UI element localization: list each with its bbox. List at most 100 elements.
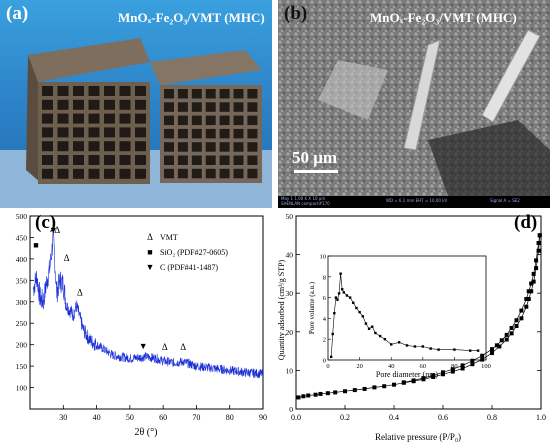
isotherm-point [421,376,426,381]
xrd-peak-marker: Δ [77,287,83,297]
honeycomb-cell [135,141,146,152]
isotherm-point [537,233,542,238]
isotherm-point [450,367,455,372]
inset-point [331,332,334,336]
honeycomb-cell [73,127,84,138]
xrd-x-tick-label: 40 [93,413,101,422]
honeycomb-cell [57,141,69,152]
isotherm-point [325,391,330,396]
isotherm-point [490,347,494,352]
inset-point [334,296,338,299]
honeycomb-cell [88,127,100,138]
inset-y-tick-label: 8 [323,274,326,281]
inset-x-tick-label: 80 [451,363,458,370]
honeycomb-cell [177,115,188,126]
inset-point [421,345,424,348]
honeycomb-cell [205,102,216,112]
isotherm-point [497,344,502,349]
xrd-x-label: 2θ (°) [135,427,158,438]
xrd-peak-marker: ▼ [49,225,58,235]
honeycomb-cell [219,155,230,165]
isotherm-axes-frame [295,215,542,410]
inset-ticks: 0 20 40 60 80 100 0 2 4 6 8 10 [320,254,491,371]
honeycomb-cell [191,102,202,112]
inset-point [453,348,456,351]
xrd-legend-text: SiO₂ (PDF#27-0605) [160,248,228,257]
isotherm-point [514,324,519,329]
inset-point [437,348,440,351]
isotherm-point [526,289,531,294]
isotherm-x-tick-label: 0.8 [487,413,497,422]
xrd-y-tick-label: 200 [16,341,28,350]
honeycomb-cell [191,89,202,99]
honeycomb-cell [135,155,146,165]
xrd-x-tick-label: 80 [226,413,234,422]
honeycomb-cell [233,115,244,126]
isotherm-point [460,363,465,368]
xrd-peak-marker: Δ [162,342,168,352]
inset-x-tick-label: 0 [326,363,329,370]
inset-x-tick-label: 40 [388,363,395,370]
sem-footer-bar [278,196,550,208]
isotherm-point [306,393,311,398]
inset-x-label: Pore diameter (nm) [376,370,439,379]
honeycomb-cell [57,86,69,96]
honeycomb-cell [219,142,230,152]
isotherm-point [524,304,529,309]
panel-b-sem-image: (b) MnOₓ-Fe₂O₃/VMT (MHC) 50 μm May 1 1.0… [278,0,550,208]
inset-y-tick-label: 6 [323,295,327,302]
isotherm-x-tick-label: 0.6 [438,413,448,422]
honeycomb-cell [219,102,230,112]
honeycomb-cell [205,89,216,99]
honeycomb-cell [104,86,115,96]
inset-point [476,349,480,352]
isotherm-point [529,281,534,286]
panel-c-xrd-chart: 30 40 50 60 70 80 90 100 150 200 250 300 350 400 450 50… [0,210,272,443]
honeycomb-cell [73,86,84,96]
inset-point [367,327,371,330]
xrd-series-line [33,226,264,379]
xrd-legend-symbol: Δ [147,232,153,242]
panel-b-label: (b) [284,3,308,24]
xrd-x-tick-label: 50 [126,413,134,422]
inset-point [405,344,409,347]
honeycomb-cell [135,127,146,138]
honeycomb-cell [219,128,230,139]
honeycomb-cell [57,99,69,110]
inset-point [374,331,377,335]
xrd-peak-marker: Δ [54,225,60,235]
honeycomb-cell [73,113,84,124]
honeycomb-cell [177,155,188,165]
isotherm-point [509,331,514,336]
honeycomb-cell [233,168,244,179]
xrd-legend-text: C (PDF#41-1487) [160,263,218,272]
xrd-peak-marker: Δ [180,342,186,352]
inset-point [364,322,368,325]
inset-point [352,301,355,304]
isotherm-point [352,388,357,393]
honeycomb-cell [73,155,84,165]
honeycomb-cell [177,89,188,99]
isotherm-point [392,382,396,387]
xrd-y-tick-label: 300 [16,298,28,307]
honeycomb-cell [247,168,258,179]
inset-point [383,338,387,341]
honeycomb-cell [42,113,53,124]
isotherm-point [333,390,338,395]
inset-point [339,272,342,275]
xrd-legend-symbol: ■ [147,247,152,257]
honeycomb-cell [88,155,100,165]
isotherm-y-tick-label: 40 [286,251,294,260]
sem-illustration [278,0,550,208]
xrd-peak-marker: ■ [33,240,38,250]
honeycomb-cell [177,102,188,112]
xrd-y-tick-label: 350 [16,276,28,285]
isotherm-y-tick-label: 10 [286,366,294,375]
isotherm-point [534,266,539,271]
honeycomb-cell [191,168,202,179]
isotherm-point [431,373,436,378]
inset-point [337,292,341,295]
inset-x-tick-label: 100 [481,363,491,370]
xrd-plot: 30 40 50 60 70 80 90 100 150 200 250 300 350 400 450 50… [16,212,267,438]
